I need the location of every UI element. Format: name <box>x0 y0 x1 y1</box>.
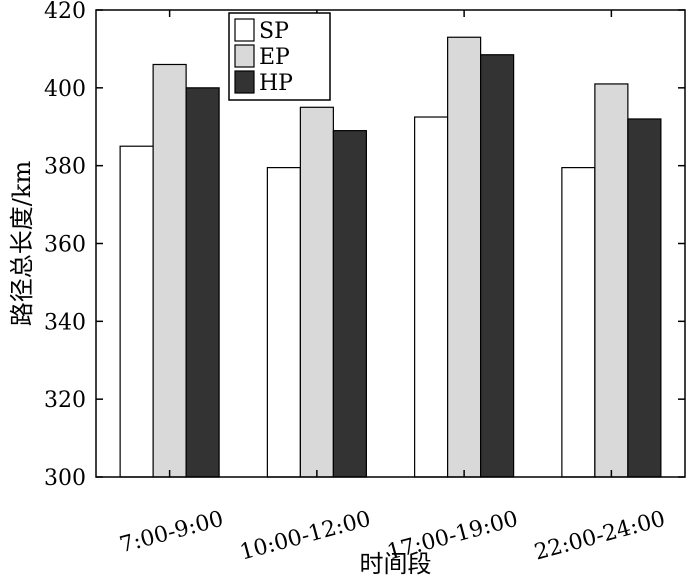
bar-ep-2 <box>447 36 482 478</box>
legend-label-ep: EP <box>259 45 290 70</box>
legend-swatch-sp <box>234 18 255 42</box>
x-tick-label: 22:00-24:00 <box>532 507 668 566</box>
x-axis-title: 时间段 <box>360 550 432 578</box>
bars-layer <box>119 36 662 478</box>
bar-sp-2 <box>414 116 449 478</box>
y-tick-label: 360 <box>44 233 86 258</box>
bar-sp-1 <box>266 167 301 478</box>
bar-ep-0 <box>152 63 187 478</box>
bar-ep-1 <box>299 106 334 478</box>
legend-swatch-ep <box>234 44 255 68</box>
y-tick-label: 380 <box>44 155 86 180</box>
y-tick-label: 400 <box>44 77 86 102</box>
y-axis-ticks: 300 320 340 360 380 400 420 <box>44 0 685 491</box>
x-tick-label: 10:00-12:00 <box>237 507 373 566</box>
legend-label-hp: HP <box>259 71 293 96</box>
bar-hp-1 <box>332 130 367 478</box>
bar-hp-2 <box>480 54 515 478</box>
y-tick-label: 420 <box>44 0 86 24</box>
y-tick-label: 300 <box>44 466 86 491</box>
legend-swatch-hp <box>234 70 255 94</box>
bar-sp-0 <box>119 145 154 478</box>
y-tick-label: 320 <box>44 388 86 413</box>
x-tick-label: 7:00-9:00 <box>117 507 226 559</box>
bar-ep-3 <box>594 83 629 478</box>
y-tick-label: 340 <box>44 310 86 335</box>
bar-hp-0 <box>185 87 220 478</box>
bar-hp-3 <box>627 118 662 478</box>
legend-label-sp: SP <box>259 19 289 44</box>
y-axis-title: 路径总长度/km <box>8 161 36 327</box>
bar-sp-3 <box>561 167 596 478</box>
